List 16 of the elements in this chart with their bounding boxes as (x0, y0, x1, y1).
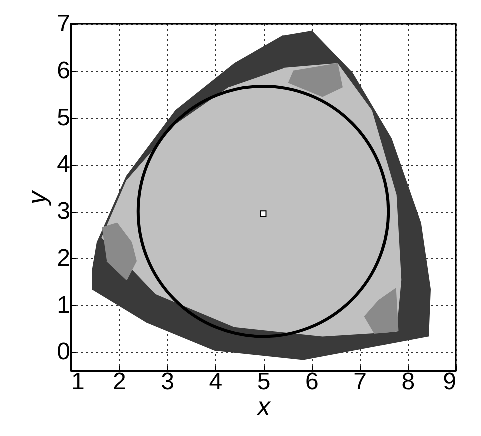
y-tick-label: 6 (57, 57, 70, 84)
y-tick-label: 5 (57, 104, 70, 132)
x-tick-label: 7 (354, 368, 367, 396)
x-tick-label: 4 (209, 368, 223, 396)
y-tick-label: 4 (57, 151, 70, 178)
y-tick-label: 2 (57, 244, 70, 272)
y-axis-title: y (22, 190, 52, 206)
y-tick-label: 7 (57, 10, 70, 38)
x-tick-label: 3 (161, 368, 174, 396)
y-tick-label: 1 (57, 292, 70, 319)
x-tick-label: 9 (443, 368, 456, 396)
y-tick-label: 3 (57, 198, 70, 226)
y-tick-label: 0 (57, 338, 70, 366)
x-tick-label: 8 (402, 368, 416, 396)
x-tick-label: 2 (112, 368, 126, 396)
x-tick-label: 6 (305, 368, 319, 396)
